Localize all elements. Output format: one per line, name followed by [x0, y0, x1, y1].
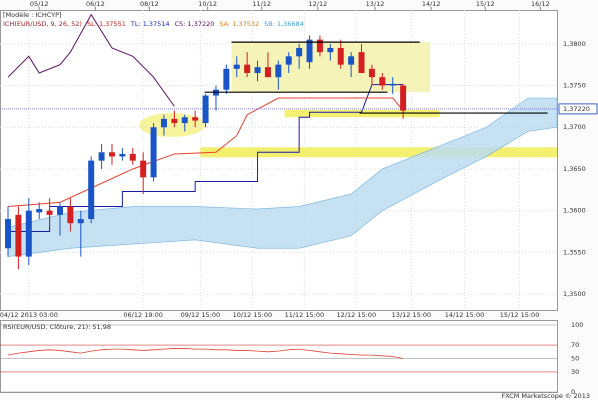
x-tick-label: 12/12 15:00	[337, 311, 377, 319]
y-tick-label: 30	[571, 368, 579, 376]
candle-body	[88, 160, 95, 220]
zone	[200, 147, 558, 158]
x-tick-label: 14/12 15:00	[445, 311, 485, 319]
y-tick-label: 100	[571, 321, 583, 329]
candle-body	[56, 206, 63, 215]
candle-body	[223, 68, 230, 90]
candle-body	[244, 64, 251, 74]
x-top-tick-label: 14/12	[422, 0, 441, 8]
candle-body	[368, 68, 375, 78]
candle-body	[285, 56, 292, 65]
candle-body	[192, 117, 199, 121]
candle-body	[150, 127, 157, 178]
candle-body	[316, 39, 323, 53]
x-tick-label: 04/12 2013 03:00	[0, 311, 58, 319]
candle-body	[306, 39, 313, 63]
legend-entry: SL: 1,37551	[87, 20, 126, 28]
candle-body	[358, 52, 365, 74]
rsi-panel	[0, 320, 558, 393]
ichimoku-cloud	[7, 97, 558, 257]
candle-body	[160, 118, 167, 128]
y-tick-label: 1,3800	[563, 40, 586, 48]
legend-entry: SA: 1,37532	[219, 20, 259, 28]
candle-body	[67, 206, 74, 224]
rsi-line	[7, 348, 404, 359]
last-price-label: 1,37220	[563, 105, 590, 113]
candle-body	[181, 117, 188, 124]
candle-body	[275, 64, 282, 78]
legend: ICH(EUR/USD, 9, 26, 52) SL: 1,37551 TL: 1,…	[3, 20, 304, 28]
candle-body	[36, 209, 43, 213]
last-price-box	[558, 103, 598, 115]
x-top-tick-label: 11/12	[252, 0, 271, 8]
legend-entry: TL: 1,37514	[130, 20, 170, 28]
y-tick-label: 1,3550	[563, 248, 586, 256]
candle-body	[348, 56, 355, 65]
x-top-tick-label: 13/12	[366, 0, 385, 8]
candle-body	[337, 47, 344, 65]
candle-body	[264, 67, 271, 78]
x-top-tick-label: 12/12	[308, 0, 327, 8]
candle-body	[25, 210, 32, 257]
candle-body	[15, 214, 22, 257]
x-top-tick-label: 08/12	[140, 0, 159, 8]
candle-body	[98, 152, 105, 161]
x-top-tick-label: 16/12	[531, 0, 550, 8]
candle-body	[108, 152, 115, 157]
legend-entry: SB: 1,36684	[264, 20, 304, 28]
candle-body	[119, 153, 126, 157]
candle-body	[389, 83, 396, 86]
candle-body	[5, 219, 12, 249]
rsi-title: RSI(EUR/USD, Clôture, 21): 51,98	[3, 323, 111, 331]
legend-entry: ICH(EUR/USD, 9, 26, 52)	[3, 20, 82, 28]
y-tick-label: 1,3750	[563, 82, 586, 90]
indicator-line	[8, 84, 404, 233]
candle-body	[140, 160, 147, 178]
y-tick-label: 70	[571, 341, 579, 349]
x-tick-label: 15/12 15:00	[500, 311, 540, 319]
candle-body	[296, 47, 303, 57]
x-top-tick-label: 15/12	[476, 0, 495, 8]
y-tick-label: 1,3600	[563, 207, 586, 215]
x-tick-label: 09/12 15:00	[181, 311, 221, 319]
y-tick-label: 0	[571, 388, 575, 396]
x-top-tick-label: 05/12	[30, 0, 49, 8]
footer: FXCM Marketscope © 2013	[501, 392, 590, 400]
indicator-line	[7, 13, 175, 107]
candle-body	[327, 47, 334, 53]
legend-entry: CS: 1,37220	[175, 20, 215, 28]
candle-body	[254, 67, 261, 74]
x-tick-label: 10/12 15:00	[233, 311, 273, 319]
y-tick-label: 50	[571, 355, 579, 363]
candle-body	[400, 85, 407, 111]
candle-body	[233, 64, 240, 69]
candle-body	[77, 219, 84, 224]
y-tick-label: 1,3650	[563, 165, 586, 173]
y-tick-label: 1,3700	[563, 123, 586, 131]
candle-body	[202, 95, 209, 124]
indicator-line	[7, 97, 404, 208]
candle-body	[129, 153, 136, 161]
x-tick-label: 13/12 15:00	[392, 311, 432, 319]
x-top-tick-label: 06/12	[86, 0, 105, 8]
model-label: [Modèle : ICHCYP]	[3, 11, 62, 19]
candle-body	[379, 77, 386, 86]
candle-body	[46, 210, 53, 215]
x-tick-label: 11/12 15:00	[285, 311, 325, 319]
candle-body	[171, 118, 178, 124]
x-tick-label: 06/12 19:00	[123, 311, 163, 319]
y-tick-label: 1,3500	[563, 290, 586, 298]
x-top-tick-label: 10/12	[198, 0, 217, 8]
